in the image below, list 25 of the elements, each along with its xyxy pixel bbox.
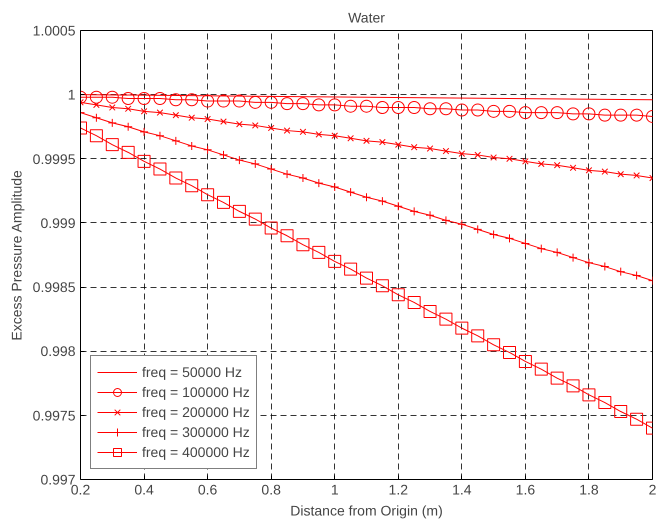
x-tick-label: 0.2 [70, 482, 90, 498]
chart-title: Water [348, 10, 386, 26]
y-tick-label: 0.9985 [32, 279, 76, 296]
x-tick-label: 0.6 [198, 482, 218, 498]
y-tick-label: 0.9995 [32, 150, 76, 167]
x-tick-label: 1.6 [516, 482, 536, 498]
x-tick-label: 0.4 [134, 482, 154, 498]
y-tick-label: 0.998 [40, 343, 76, 360]
legend-label: freq = 400000 Hz [142, 444, 250, 460]
x-tick-label: 1.8 [579, 482, 599, 498]
y-axis-title: Excess Pressure Amplitude [8, 170, 25, 341]
legend-label: freq = 50000 Hz [142, 364, 242, 380]
legend-label: freq = 100000 Hz [142, 384, 250, 400]
x-tick-label: 2 [648, 482, 657, 498]
y-tick-label: 1 [68, 86, 76, 103]
legend-label: freq = 200000 Hz [142, 404, 250, 420]
x-axis-title: Distance from Origin (m) [290, 502, 443, 518]
y-tick-label: 0.999 [40, 214, 76, 231]
y-tick-label: 1.0005 [32, 22, 76, 38]
x-tick-label: 0.8 [261, 482, 282, 498]
x-tick-label: 1.2 [388, 482, 408, 498]
x-tick-label: 1 [330, 482, 339, 498]
x-tick-label: 1.4 [452, 482, 472, 498]
legend-label: freq = 300000 Hz [142, 424, 250, 440]
y-tick-label: 0.9975 [32, 407, 76, 424]
